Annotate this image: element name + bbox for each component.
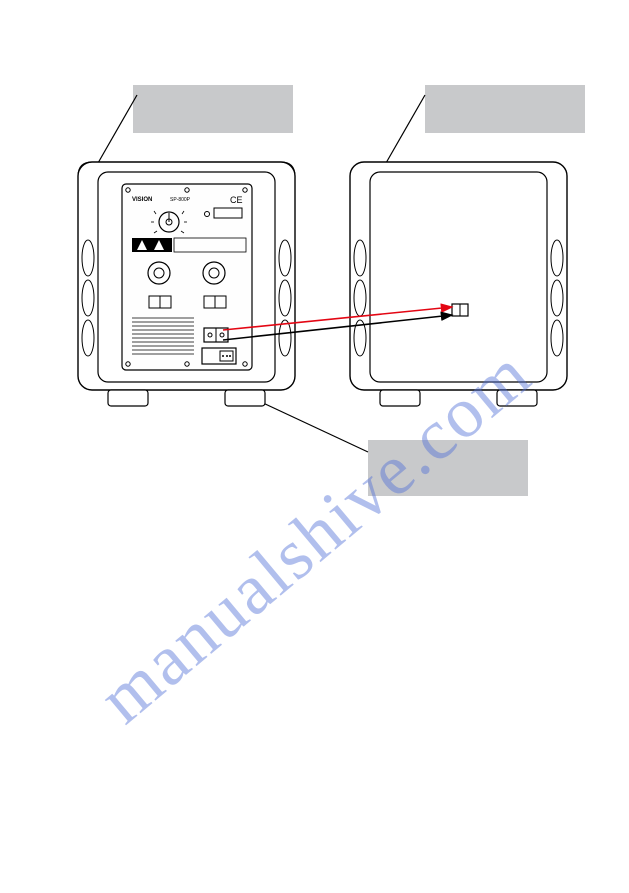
page: manualshive.com [0, 0, 629, 893]
connection-arrows [0, 0, 629, 893]
